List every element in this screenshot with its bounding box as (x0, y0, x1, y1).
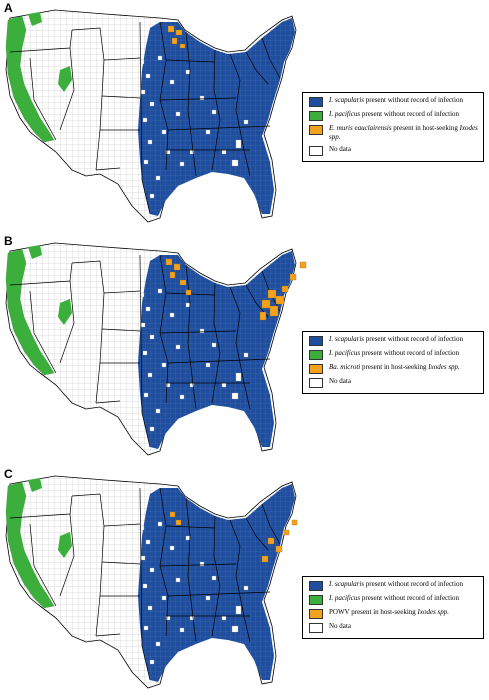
legend-species: I. scapularis (329, 580, 364, 588)
legend-label: I. scapularis present without record of … (329, 580, 463, 589)
legend-text-body: No data (329, 377, 351, 385)
legend-item: I. scapularis present without record of … (307, 96, 479, 107)
legend-swatch (309, 350, 323, 360)
legend-species: E. muris eauclairensis (329, 124, 392, 132)
legend-item: POWV present in host-seeking Ixodes spp. (307, 608, 479, 619)
legend-swatch (309, 125, 323, 135)
legend-species: Ba. microti (329, 363, 361, 371)
legend: I. scapularis present without record of … (302, 331, 484, 394)
legend-text-body: present without record of infection (364, 96, 463, 104)
legend-item: I. pacificus present without record of i… (307, 594, 479, 605)
legend-swatch (309, 581, 323, 591)
legend-text-body: present without record of infection (360, 594, 460, 602)
legend: I. scapularis present without record of … (302, 576, 484, 639)
legend-label: I. pacificus present without record of i… (329, 349, 459, 358)
legend-species: I. pacificus (329, 594, 361, 602)
panel-label: B (4, 234, 13, 248)
legend-suffix: Ixodes spp. (417, 608, 450, 616)
legend-label: No data (329, 145, 351, 154)
legend-item: I. scapularis present without record of … (307, 335, 479, 346)
panel-label: A (4, 1, 13, 15)
panel-b: B I. scapularis present without record o… (0, 233, 489, 465)
legend-text-body: present in host-seeking (360, 363, 429, 371)
legend-species: I. pacificus (329, 110, 361, 118)
legend-suffix: Ixodes spp. (428, 363, 460, 371)
legend-swatch (309, 595, 323, 605)
us-county-map-b (5, 242, 297, 456)
legend-suffix: Ixodes spp. (329, 124, 478, 141)
legend-species: I. scapularis (329, 335, 364, 343)
legend-item: I. scapularis present without record of … (307, 580, 479, 591)
legend-swatch (309, 97, 323, 107)
legend-swatch (309, 336, 323, 346)
legend-label: No data (329, 377, 351, 386)
legend-species: I. pacificus (329, 349, 361, 357)
legend-text-body: present without record of infection (360, 110, 460, 118)
legend-swatch (309, 364, 323, 374)
legend-label: I. scapularis present without record of … (329, 335, 463, 344)
legend-species: I. scapularis (329, 96, 364, 104)
legend-item: I. pacificus present without record of i… (307, 349, 479, 360)
legend-swatch (309, 378, 323, 388)
us-county-map-c (5, 475, 297, 689)
legend-label: Ba. microti present in host-seeking Ixod… (329, 363, 460, 372)
panel-a: A I. scapularis present without record o… (0, 0, 489, 232)
legend-text-body: present without record of infection (364, 580, 463, 588)
legend-item: No data (307, 377, 479, 388)
legend-swatch (309, 146, 323, 156)
legend-swatch (309, 609, 323, 619)
panel-label: C (4, 467, 13, 481)
legend-label: I. pacificus present without record of i… (329, 594, 459, 603)
legend-text-body: present without record of infection (360, 349, 460, 357)
legend: I. scapularis present without record of … (302, 92, 484, 162)
legend-swatch (309, 623, 323, 633)
legend-item: E. muris eauclairensis present in host-s… (307, 124, 479, 142)
panel-c: C I. scapularis present without record o… (0, 466, 489, 698)
legend-label: No data (329, 622, 351, 631)
legend-item: No data (307, 622, 479, 633)
legend-text-body: present without record of infection (364, 335, 463, 343)
us-county-map-a (5, 9, 297, 223)
legend-label: POWV present in host-seeking Ixodes spp. (329, 608, 449, 617)
legend-label: I. scapularis present without record of … (329, 96, 463, 105)
legend-text-body: present in host-seeking (391, 124, 460, 132)
legend-text-body: POWV present in host-seeking (329, 608, 418, 616)
legend-label: E. muris eauclairensis present in host-s… (329, 124, 479, 142)
legend-label: I. pacificus present without record of i… (329, 110, 459, 119)
legend-swatch (309, 111, 323, 121)
legend-item: No data (307, 145, 479, 156)
legend-item: I. pacificus present without record of i… (307, 110, 479, 121)
legend-text-body: No data (329, 622, 351, 630)
legend-item: Ba. microti present in host-seeking Ixod… (307, 363, 479, 374)
legend-text-body: No data (329, 145, 351, 153)
